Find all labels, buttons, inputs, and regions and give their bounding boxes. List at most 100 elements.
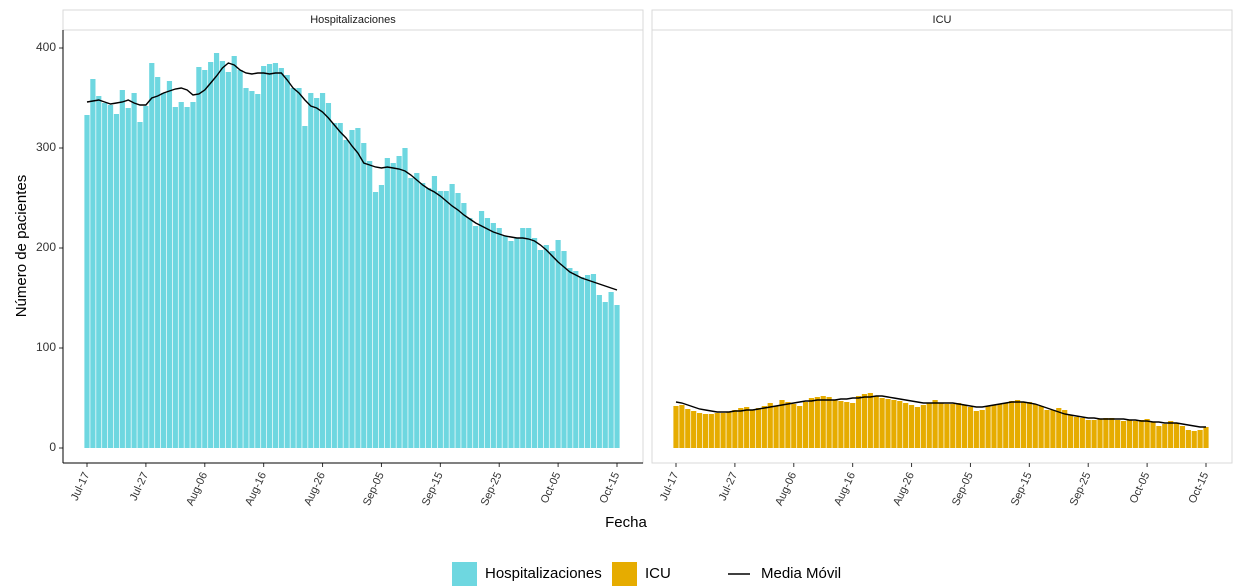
y-tick-label: 400 bbox=[36, 40, 56, 54]
bar bbox=[225, 72, 231, 448]
legend-label: ICU bbox=[645, 565, 671, 582]
bar bbox=[296, 88, 302, 448]
bar bbox=[590, 274, 597, 448]
bar bbox=[1156, 426, 1162, 448]
x-tick-label: Aug-06 bbox=[184, 470, 210, 507]
bar bbox=[1056, 408, 1062, 448]
bar bbox=[84, 115, 90, 448]
bar bbox=[384, 158, 390, 448]
bar bbox=[325, 103, 332, 448]
bar bbox=[567, 268, 573, 448]
bar bbox=[278, 68, 284, 448]
bar bbox=[455, 193, 461, 448]
bar bbox=[755, 408, 762, 448]
bar bbox=[449, 184, 455, 448]
bar bbox=[732, 410, 738, 448]
bar bbox=[561, 251, 567, 448]
bar bbox=[926, 403, 932, 448]
bar bbox=[420, 183, 426, 448]
bar bbox=[908, 405, 915, 448]
bar bbox=[1032, 404, 1038, 448]
bar bbox=[950, 404, 956, 448]
bar bbox=[708, 414, 714, 448]
bar bbox=[1014, 400, 1021, 448]
bar bbox=[767, 403, 773, 448]
bar bbox=[408, 178, 414, 448]
x-tick-label: Sep-05 bbox=[950, 470, 976, 507]
bar bbox=[1179, 426, 1186, 448]
y-tick-label: 0 bbox=[49, 440, 56, 454]
panel-title: Hospitalizaciones bbox=[310, 14, 396, 26]
bar bbox=[290, 88, 296, 448]
bar bbox=[832, 400, 838, 448]
x-tick-label: Sep-25 bbox=[1068, 470, 1094, 507]
bar bbox=[490, 223, 496, 448]
bar bbox=[166, 81, 173, 448]
bar bbox=[1162, 424, 1168, 448]
bar bbox=[844, 402, 850, 448]
bar bbox=[1173, 423, 1180, 448]
bar bbox=[1009, 401, 1015, 448]
bar bbox=[190, 102, 196, 448]
bar bbox=[1126, 420, 1133, 448]
bar bbox=[208, 62, 214, 448]
bar bbox=[549, 251, 555, 448]
bar bbox=[443, 191, 449, 448]
bar bbox=[614, 305, 620, 448]
bar bbox=[855, 396, 862, 448]
bar bbox=[555, 240, 561, 448]
x-tick-label: Sep-05 bbox=[361, 470, 387, 507]
bar bbox=[1097, 419, 1103, 448]
legend-label: Hospitalizaciones bbox=[485, 565, 602, 582]
bar bbox=[861, 394, 868, 448]
bar bbox=[956, 403, 962, 448]
bar bbox=[897, 401, 903, 448]
bar bbox=[1085, 420, 1091, 448]
bar bbox=[967, 407, 974, 448]
bar bbox=[402, 148, 408, 448]
bar bbox=[349, 130, 355, 448]
bar bbox=[914, 407, 921, 448]
bar bbox=[608, 292, 614, 448]
bar bbox=[1044, 410, 1050, 448]
bar bbox=[720, 413, 726, 448]
x-tick-label: Aug-26 bbox=[891, 470, 917, 507]
bar bbox=[685, 409, 691, 448]
bar bbox=[172, 107, 178, 448]
bar bbox=[885, 399, 891, 448]
bar bbox=[478, 211, 485, 448]
bar bbox=[1050, 410, 1056, 448]
bar bbox=[584, 275, 591, 448]
bar bbox=[160, 93, 167, 448]
bar bbox=[850, 403, 856, 448]
bar bbox=[314, 98, 320, 448]
bar bbox=[143, 106, 149, 448]
bar bbox=[1079, 418, 1085, 448]
x-tick-label: Jul-27 bbox=[128, 470, 152, 502]
bar bbox=[749, 410, 756, 448]
bar bbox=[508, 241, 514, 448]
legend-swatch bbox=[612, 562, 637, 586]
legend-label: Media Móvil bbox=[761, 565, 841, 582]
bar bbox=[802, 402, 809, 448]
bar bbox=[573, 271, 579, 448]
bar bbox=[308, 93, 314, 448]
bar bbox=[838, 401, 844, 448]
bar bbox=[673, 406, 679, 448]
bar bbox=[390, 163, 396, 448]
bar bbox=[437, 191, 443, 448]
x-tick-label: Oct-15 bbox=[598, 470, 623, 505]
bar bbox=[744, 407, 750, 448]
bar bbox=[1138, 420, 1144, 448]
bar bbox=[991, 405, 997, 448]
bar bbox=[473, 226, 479, 448]
x-axis-title: Fecha bbox=[605, 514, 647, 531]
bar bbox=[797, 406, 803, 448]
bar bbox=[1144, 419, 1150, 448]
bar bbox=[814, 397, 820, 448]
bar bbox=[467, 218, 473, 448]
x-tick-label: Jul-17 bbox=[658, 470, 682, 502]
bar bbox=[155, 77, 161, 448]
bar bbox=[602, 302, 608, 448]
